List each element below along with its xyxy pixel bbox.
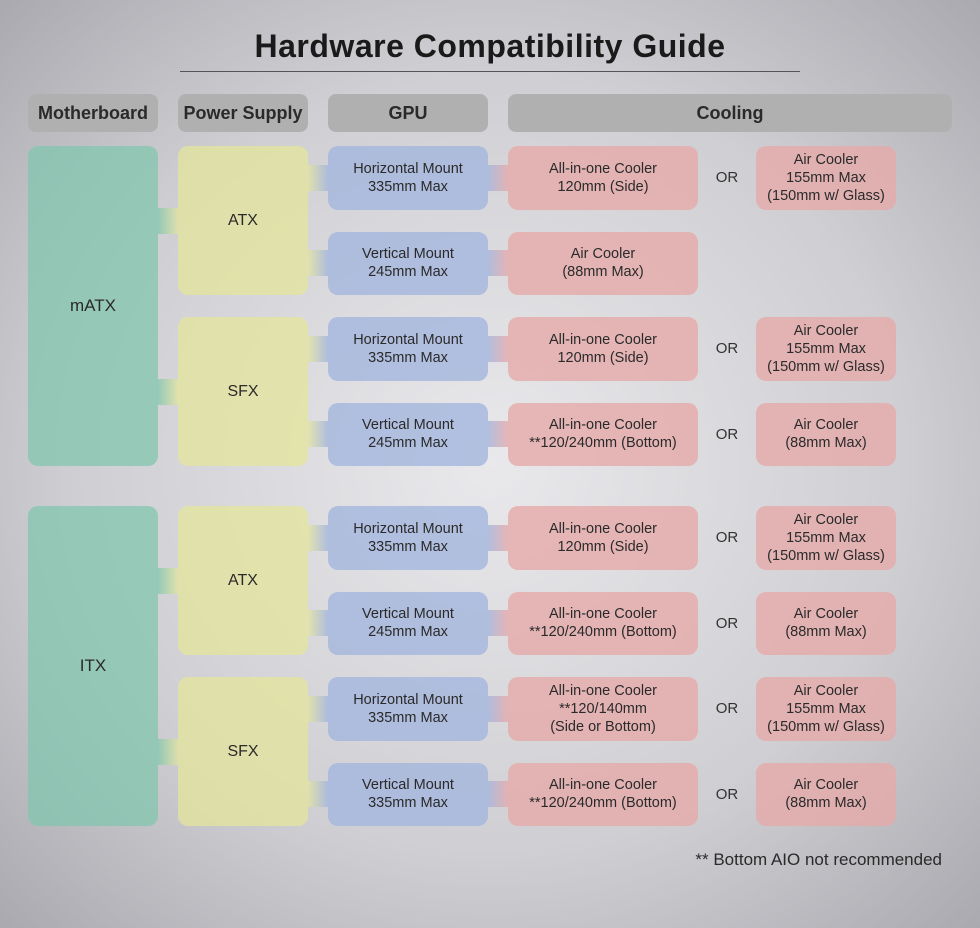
psu-box: ATX [178, 506, 308, 655]
cooling-primary-box: All-in-one Cooler**120/240mm (Bottom) [508, 403, 698, 467]
cooling-primary-box: All-in-one Cooler120mm (Side) [508, 506, 698, 570]
cooling-row: All-in-one Cooler120mm (Side)ORAir Coole… [508, 506, 952, 570]
cooling-primary-box: Air Cooler(88mm Max) [508, 232, 698, 296]
gpu-box: Vertical Mount335mm Max [328, 763, 488, 827]
or-label: OR [710, 592, 744, 656]
cooling-row: All-in-one Cooler**120/140mm(Side or Bot… [508, 677, 952, 741]
cooling-primary-box: All-in-one Cooler**120/240mm (Bottom) [508, 763, 698, 827]
cooling-alt-box: Air Cooler155mm Max(150mm w/ Glass) [756, 677, 896, 741]
motherboard-box: mATX [28, 146, 158, 466]
gpu-box: Vertical Mount245mm Max [328, 592, 488, 656]
cooling-row: All-in-one Cooler120mm (Side)ORAir Coole… [508, 146, 952, 210]
cooling-alt-box: Air Cooler(88mm Max) [756, 763, 896, 827]
cooling-alt-box: Air Cooler155mm Max(150mm w/ Glass) [756, 506, 896, 570]
cooling-alt-box: Air Cooler(88mm Max) [756, 403, 896, 467]
column-headers: Motherboard Power Supply GPU Cooling [28, 94, 952, 132]
cooling-row: All-in-one Cooler**120/240mm (Bottom)ORA… [508, 763, 952, 827]
or-label: OR [710, 677, 744, 741]
gpu-box: Horizontal Mount335mm Max [328, 317, 488, 381]
or-label: OR [710, 317, 744, 381]
cooling-row: Air Cooler(88mm Max) [508, 232, 952, 296]
cooling-row: All-in-one Cooler**120/240mm (Bottom)ORA… [508, 592, 952, 656]
section: mATXATX SFX Horizontal Mount335mm Max Verti… [28, 146, 952, 466]
cooling-row: All-in-one Cooler120mm (Side)ORAir Coole… [508, 317, 952, 381]
or-label [710, 232, 744, 296]
header-motherboard: Motherboard [28, 94, 158, 132]
cooling-primary-box: All-in-one Cooler120mm (Side) [508, 317, 698, 381]
gpu-box: Vertical Mount245mm Max [328, 403, 488, 467]
or-label: OR [710, 146, 744, 210]
sections-container: mATXATX SFX Horizontal Mount335mm Max Verti… [28, 146, 952, 826]
cooling-primary-box: All-in-one Cooler120mm (Side) [508, 146, 698, 210]
or-label: OR [710, 763, 744, 827]
cooling-alt-box: Air Cooler(88mm Max) [756, 592, 896, 656]
footnote: ** Bottom AIO not recommended [28, 850, 952, 870]
gpu-box: Horizontal Mount335mm Max [328, 506, 488, 570]
gpu-box: Horizontal Mount335mm Max [328, 146, 488, 210]
compatibility-guide: Hardware Compatibility Guide Motherboard… [0, 0, 980, 928]
section: ITXATX SFX Horizontal Mount335mm Max Vertic… [28, 506, 952, 826]
header-gpu: GPU [328, 94, 488, 132]
gpu-box: Horizontal Mount335mm Max [328, 677, 488, 741]
psu-box: ATX [178, 146, 308, 295]
header-cooling: Cooling [508, 94, 952, 132]
cooling-primary-box: All-in-one Cooler**120/240mm (Bottom) [508, 592, 698, 656]
cooling-primary-box: All-in-one Cooler**120/140mm(Side or Bot… [508, 677, 698, 741]
or-label: OR [710, 403, 744, 467]
cooling-alt-box: Air Cooler155mm Max(150mm w/ Glass) [756, 146, 896, 210]
cooling-row: All-in-one Cooler**120/240mm (Bottom)ORA… [508, 403, 952, 467]
title-rule [180, 71, 800, 72]
psu-box: SFX [178, 677, 308, 826]
or-label: OR [710, 506, 744, 570]
gpu-box: Vertical Mount245mm Max [328, 232, 488, 296]
cooling-alt-box: Air Cooler155mm Max(150mm w/ Glass) [756, 317, 896, 381]
header-psu: Power Supply [178, 94, 308, 132]
motherboard-box: ITX [28, 506, 158, 826]
page-title: Hardware Compatibility Guide [28, 28, 952, 65]
psu-box: SFX [178, 317, 308, 466]
